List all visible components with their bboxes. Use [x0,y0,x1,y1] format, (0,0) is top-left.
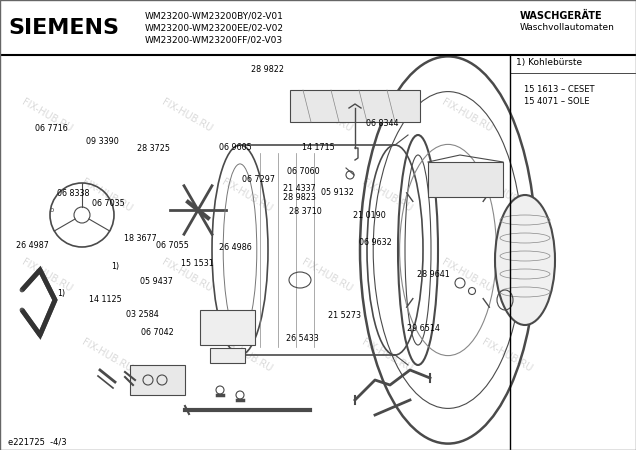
Text: 06 7042: 06 7042 [141,328,174,337]
Text: 06 7060: 06 7060 [287,167,320,176]
Text: 28 9823: 28 9823 [283,193,316,202]
Text: WM23200-WM23200EE/02-V02: WM23200-WM23200EE/02-V02 [145,23,284,32]
Text: FIX-HUB.RU: FIX-HUB.RU [220,176,274,213]
Text: 21 4337: 21 4337 [283,184,315,193]
Text: 21 5273: 21 5273 [328,310,361,320]
Text: FIX-HUB.RU: FIX-HUB.RU [160,97,214,133]
Text: 05 9437: 05 9437 [140,277,173,286]
Text: o: o [50,207,54,213]
Text: FIX-HUB.RU: FIX-HUB.RU [440,97,494,133]
Text: e221725  -4/3: e221725 -4/3 [8,437,67,446]
Bar [210,348,245,363]
Text: SIEMENS: SIEMENS [8,18,119,38]
Text: FIX-HUB.RU: FIX-HUB.RU [360,176,414,213]
Text: 06 9632: 06 9632 [359,238,392,247]
Text: 15 4071 – SOLE: 15 4071 – SOLE [524,96,590,105]
Text: WASCHGERÄTE: WASCHGERÄTE [520,11,603,21]
Text: 1): 1) [57,289,66,298]
Bar [290,90,420,122]
Text: 06 9605: 06 9605 [219,143,252,152]
Text: 28 3710: 28 3710 [289,207,322,216]
Text: FIX-HUB.RU: FIX-HUB.RU [480,176,534,213]
Text: 06 7297: 06 7297 [242,176,275,184]
Text: FIX-HUB.RU: FIX-HUB.RU [20,97,74,133]
Text: 05 9132: 05 9132 [321,188,354,197]
Bar [200,310,255,345]
Text: 1): 1) [111,262,120,271]
Text: 06 7716: 06 7716 [35,124,67,133]
Text: 26 4986: 26 4986 [219,243,252,252]
Text: 21 0190: 21 0190 [353,212,385,220]
Text: 06 8344: 06 8344 [366,119,398,128]
Text: 1) Kohlebürste: 1) Kohlebürste [516,58,582,68]
Text: WM23200-WM23200FF/02-V03: WM23200-WM23200FF/02-V03 [145,36,283,45]
Text: 28 3725: 28 3725 [137,144,170,153]
Text: 18 3677: 18 3677 [124,234,156,243]
Text: 06 7035: 06 7035 [92,199,125,208]
Text: 15 1531: 15 1531 [181,259,214,268]
Text: 09 3390: 09 3390 [86,137,118,146]
Text: FIX-HUB.RU: FIX-HUB.RU [480,337,534,374]
Text: FIX-HUB.RU: FIX-HUB.RU [20,256,74,293]
Text: 29 6514: 29 6514 [407,324,440,333]
Text: 26 5433: 26 5433 [286,334,319,343]
Text: WM23200-WM23200BY/02-V01: WM23200-WM23200BY/02-V01 [145,12,284,21]
Text: 26 4987: 26 4987 [16,241,49,250]
Text: 28 9641: 28 9641 [417,270,449,279]
Text: 15 1613 – CESET: 15 1613 – CESET [524,85,595,94]
Text: FIX-HUB.RU: FIX-HUB.RU [300,256,354,293]
Text: FIX-HUB.RU: FIX-HUB.RU [80,337,134,374]
Bar [0,0,636,55]
Bar [130,365,185,395]
Text: FIX-HUB.RU: FIX-HUB.RU [440,256,494,293]
Text: FIX-HUB.RU: FIX-HUB.RU [220,337,274,374]
Text: 14 1715: 14 1715 [302,143,335,152]
Text: 06 8338: 06 8338 [57,189,90,198]
Text: 28 9822: 28 9822 [251,65,284,74]
Text: 06 7055: 06 7055 [156,241,189,250]
Text: Waschvollautomaten: Waschvollautomaten [520,23,615,32]
Text: FIX-HUB.RU: FIX-HUB.RU [160,256,214,293]
Ellipse shape [495,195,555,325]
Text: FIX-HUB.RU: FIX-HUB.RU [300,97,354,133]
Text: 14 1125: 14 1125 [89,295,121,304]
Text: 03 2584: 03 2584 [126,310,158,319]
Bar [428,162,503,197]
Text: FIX-HUB.RU: FIX-HUB.RU [360,337,414,374]
Text: FIX-HUB.RU: FIX-HUB.RU [80,176,134,213]
